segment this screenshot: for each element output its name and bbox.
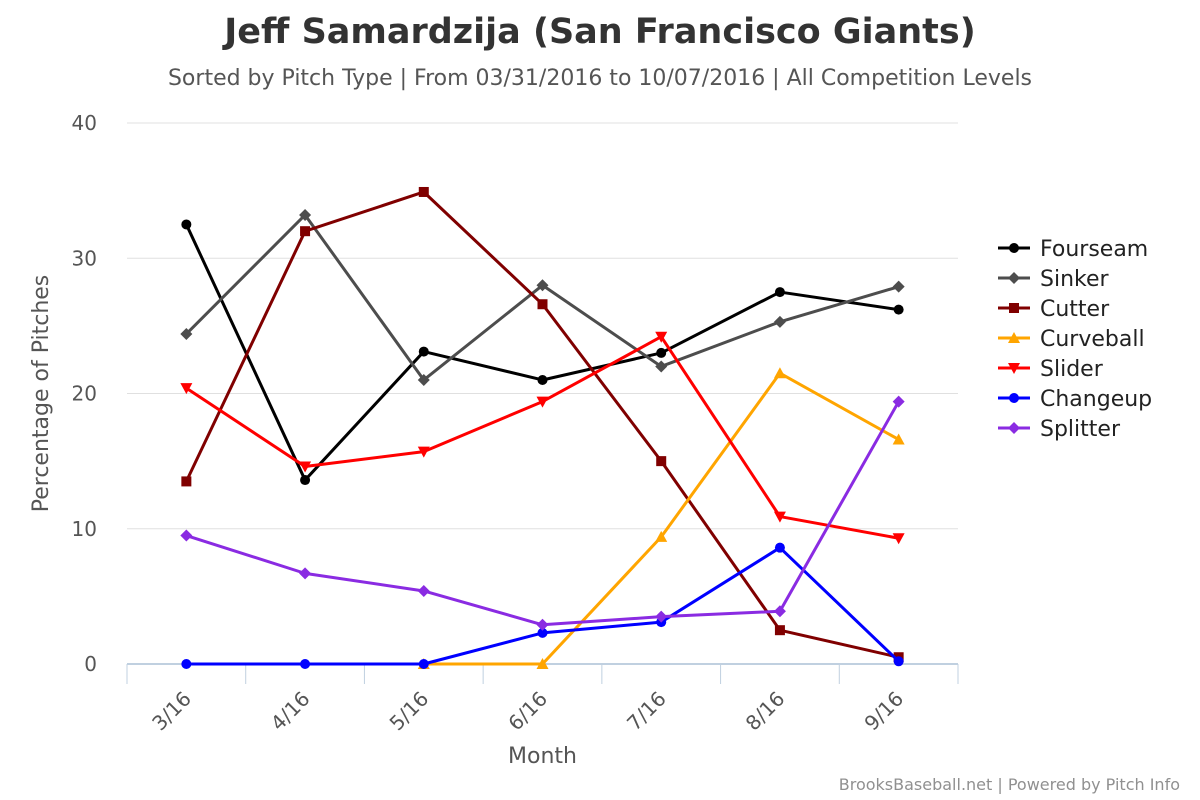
data-point	[537, 299, 548, 310]
data-point	[655, 331, 668, 343]
series-sinker	[180, 208, 905, 386]
x-tick-label: 3/16	[147, 687, 196, 736]
data-point	[418, 659, 429, 669]
legend-marker	[1008, 363, 1020, 374]
x-tick-label: 6/16	[503, 687, 552, 736]
data-point	[655, 610, 668, 623]
data-point	[893, 656, 904, 667]
series-splitter	[180, 395, 905, 631]
y-tick-label: 10	[72, 517, 97, 541]
legend-marker	[1008, 272, 1020, 284]
axes: 0 10 20 30 40 3/16 4/16 5/16 6/16 7/16 8/16 9/16 Mon…	[29, 111, 959, 769]
data-point	[773, 315, 786, 328]
data-point	[536, 279, 549, 292]
legend-item-curveball: Curveball	[998, 327, 1145, 352]
series-line	[185, 213, 900, 382]
data-point	[180, 383, 193, 395]
data-point	[892, 433, 905, 445]
series-fourseam	[181, 219, 904, 486]
data-point	[299, 567, 312, 580]
legend-item-changeup: Changeup	[998, 387, 1152, 412]
data-point	[299, 461, 312, 473]
data-point	[655, 360, 668, 373]
series-line	[185, 400, 900, 627]
data-point	[774, 287, 785, 298]
series-line	[184, 223, 899, 482]
legend-label: Splitter	[1040, 417, 1121, 442]
data-point	[536, 658, 549, 669]
series-changeup	[181, 542, 904, 669]
data-point	[300, 475, 311, 486]
data-point	[892, 280, 905, 293]
y-tick-label: 30	[72, 246, 97, 270]
data-point	[892, 533, 905, 545]
x-tick-label: 4/16	[266, 687, 315, 736]
y-tick-label: 40	[72, 111, 97, 135]
data-point	[181, 659, 192, 669]
legend-marker	[1009, 393, 1019, 403]
data-point	[181, 219, 192, 230]
legend: Fourseam Sinker Cutter Curveball Slider Chang…	[998, 237, 1152, 442]
x-tick-label: 5/16	[385, 687, 434, 736]
data-point	[656, 456, 667, 467]
x-tick-label: 9/16	[859, 687, 908, 736]
data-point	[892, 395, 905, 408]
legend-marker	[1009, 303, 1019, 313]
series-slider	[180, 331, 905, 545]
legend-label: Fourseam	[1040, 237, 1148, 262]
legend-label: Sinker	[1040, 267, 1110, 292]
y-tick-label: 20	[72, 382, 97, 406]
data-point	[417, 584, 430, 597]
x-tick-label: 7/16	[622, 687, 671, 736]
grid-lines	[127, 122, 958, 530]
data-point	[655, 530, 668, 542]
data-point	[300, 659, 311, 669]
legend-item-sinker: Sinker	[998, 267, 1110, 292]
series-line	[185, 335, 899, 540]
y-axis-title: Percentage of Pitches	[29, 275, 54, 513]
data-point	[417, 446, 430, 458]
data-point	[181, 476, 192, 487]
data-point	[180, 529, 193, 542]
data-point	[536, 618, 549, 631]
data-point	[893, 304, 904, 315]
data-point	[774, 625, 785, 636]
series-group	[180, 186, 905, 669]
legend-marker	[1008, 332, 1020, 343]
data-point	[773, 367, 786, 379]
legend-marker	[1008, 422, 1020, 434]
data-point	[656, 347, 667, 358]
legend-label: Changeup	[1040, 387, 1152, 412]
chart-title: Jeff Samardzija (San Francisco Giants)	[224, 12, 976, 52]
data-point	[536, 396, 549, 408]
legend-marker	[1009, 243, 1019, 253]
series-line	[186, 546, 900, 666]
legend-label: Curveball	[1040, 327, 1145, 352]
data-point	[773, 605, 786, 618]
data-point	[299, 208, 312, 221]
legend-label: Slider	[1040, 357, 1104, 382]
legend-item-slider: Slider	[998, 357, 1104, 382]
legend-item-cutter: Cutter	[998, 297, 1110, 322]
data-point	[774, 542, 785, 553]
data-point	[418, 346, 429, 357]
x-axis-title: Month	[508, 744, 577, 769]
x-tick-label: 8/16	[741, 687, 790, 736]
data-point	[537, 374, 548, 385]
legend-item-fourseam: Fourseam	[998, 237, 1148, 262]
data-point	[180, 327, 193, 340]
chart-subtitle: Sorted by Pitch Type | From 03/31/2016 t…	[167, 66, 1033, 91]
legend-item-splitter: Splitter	[998, 417, 1121, 442]
data-point	[537, 627, 548, 638]
data-point	[773, 511, 786, 523]
legend-label: Cutter	[1040, 297, 1110, 322]
data-point	[418, 186, 429, 197]
y-tick-label: 0	[84, 652, 97, 676]
data-point	[300, 226, 311, 237]
data-point	[417, 373, 430, 386]
credits: BrooksBaseball.net | Powered by Pitch In…	[838, 775, 1180, 794]
